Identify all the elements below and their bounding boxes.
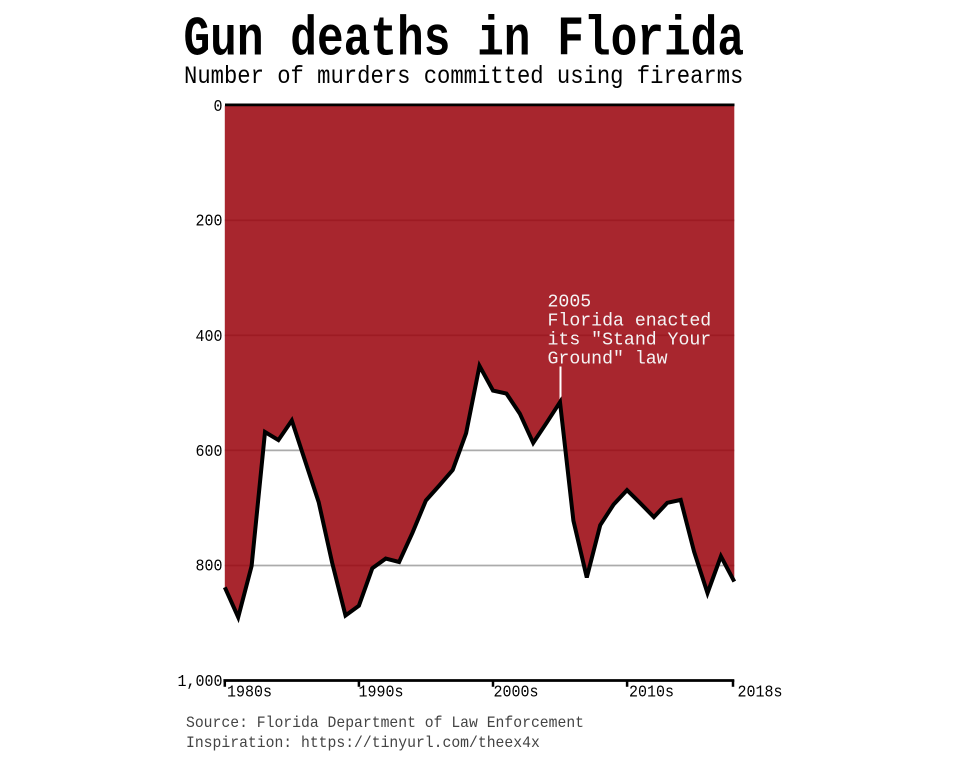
svg-text:800: 800 [196, 557, 223, 576]
svg-text:0: 0 [214, 98, 223, 117]
svg-text:its "Stand Your: its "Stand Your [548, 331, 712, 351]
svg-text:Number of murders committed us: Number of murders committed using firear… [184, 63, 743, 92]
svg-text:400: 400 [196, 327, 223, 346]
svg-text:2005: 2005 [548, 293, 592, 313]
svg-text:Inspiration: https://tinyurl.c: Inspiration: https://tinyurl.com/theex4x [186, 734, 540, 753]
svg-text:200: 200 [196, 212, 223, 231]
svg-text:Florida enacted: Florida enacted [548, 312, 712, 332]
svg-text:Ground" law: Ground" law [548, 350, 668, 370]
svg-text:Gun deaths in Florida: Gun deaths in Florida [184, 9, 745, 72]
svg-text:1980s: 1980s [227, 683, 272, 702]
svg-text:1990s: 1990s [359, 683, 404, 702]
svg-text:2018s: 2018s [738, 683, 783, 702]
svg-text:2010s: 2010s [629, 683, 674, 702]
svg-text:600: 600 [196, 442, 223, 461]
svg-text:2000s: 2000s [494, 683, 539, 702]
svg-text:Source: Florida Department of: Source: Florida Department of Law Enforc… [186, 713, 584, 732]
svg-text:1,000: 1,000 [178, 672, 223, 691]
